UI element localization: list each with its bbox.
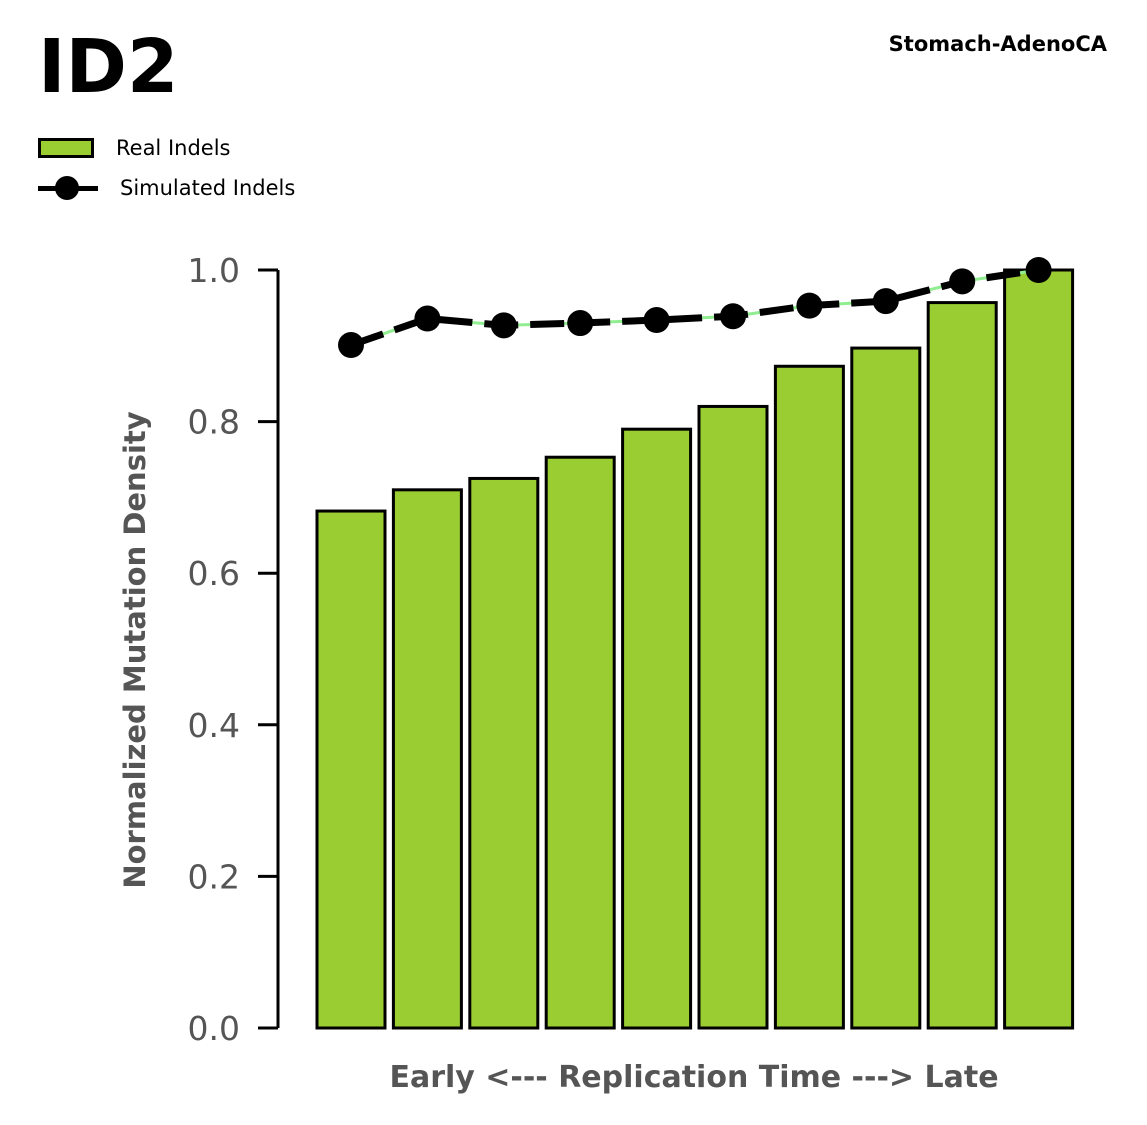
y-tick-label-4: 0.8 <box>188 403 240 442</box>
bar-6 <box>697 404 769 1030</box>
simulated-point-5 <box>643 307 670 334</box>
simulated-point-1 <box>338 332 364 359</box>
legend-swatch-bar <box>38 138 94 158</box>
chart-subtitle: Stomach-AdenoCA <box>888 32 1107 56</box>
bar-2 <box>391 488 463 1030</box>
bar-1 <box>315 509 387 1030</box>
y-tick-label-0: 0.0 <box>188 1009 240 1048</box>
legend-label-real: Real Indels <box>116 136 231 160</box>
bar-10 <box>1003 268 1075 1030</box>
legend-label-simulated: Simulated Indels <box>120 176 296 200</box>
simulated-point-8 <box>872 288 899 315</box>
simulated-line-group <box>338 257 1052 359</box>
y-tick-label-5: 1.0 <box>188 251 240 290</box>
bar-8 <box>850 346 922 1030</box>
chart-title: ID2 <box>38 24 179 110</box>
x-axis-label: Early <--- Replication Time ---> Late <box>389 1060 998 1095</box>
simulated-point-4 <box>567 310 594 337</box>
bar-7 <box>773 364 845 1030</box>
legend-item-real: Real Indels <box>38 128 295 168</box>
bar-9 <box>926 301 998 1030</box>
y-tick-label-3: 0.6 <box>188 554 240 593</box>
simulated-point-7 <box>796 292 823 319</box>
y-tick-label-1: 0.2 <box>188 857 240 896</box>
y-axis: 0.0 0.2 0.4 0.6 0.8 1.0 <box>188 251 280 1048</box>
bar-4 <box>544 455 616 1030</box>
legend-item-simulated: Simulated Indels <box>38 168 295 208</box>
bar-3 <box>468 476 540 1030</box>
legend-swatch-line <box>38 176 98 200</box>
y-tick-label-2: 0.4 <box>188 706 240 745</box>
bar-5 <box>621 427 693 1030</box>
legend: Real Indels Simulated Indels <box>38 128 295 208</box>
simulated-point-10 <box>1025 257 1052 283</box>
simulated-point-2 <box>414 305 441 332</box>
bar-group <box>315 268 1075 1030</box>
simulated-point-6 <box>720 303 746 330</box>
simulated-point-9 <box>949 268 976 295</box>
simulated-line <box>349 266 1040 349</box>
y-axis-label: Normalized Mutation Density <box>118 411 152 888</box>
simulated-point-3 <box>490 312 517 339</box>
